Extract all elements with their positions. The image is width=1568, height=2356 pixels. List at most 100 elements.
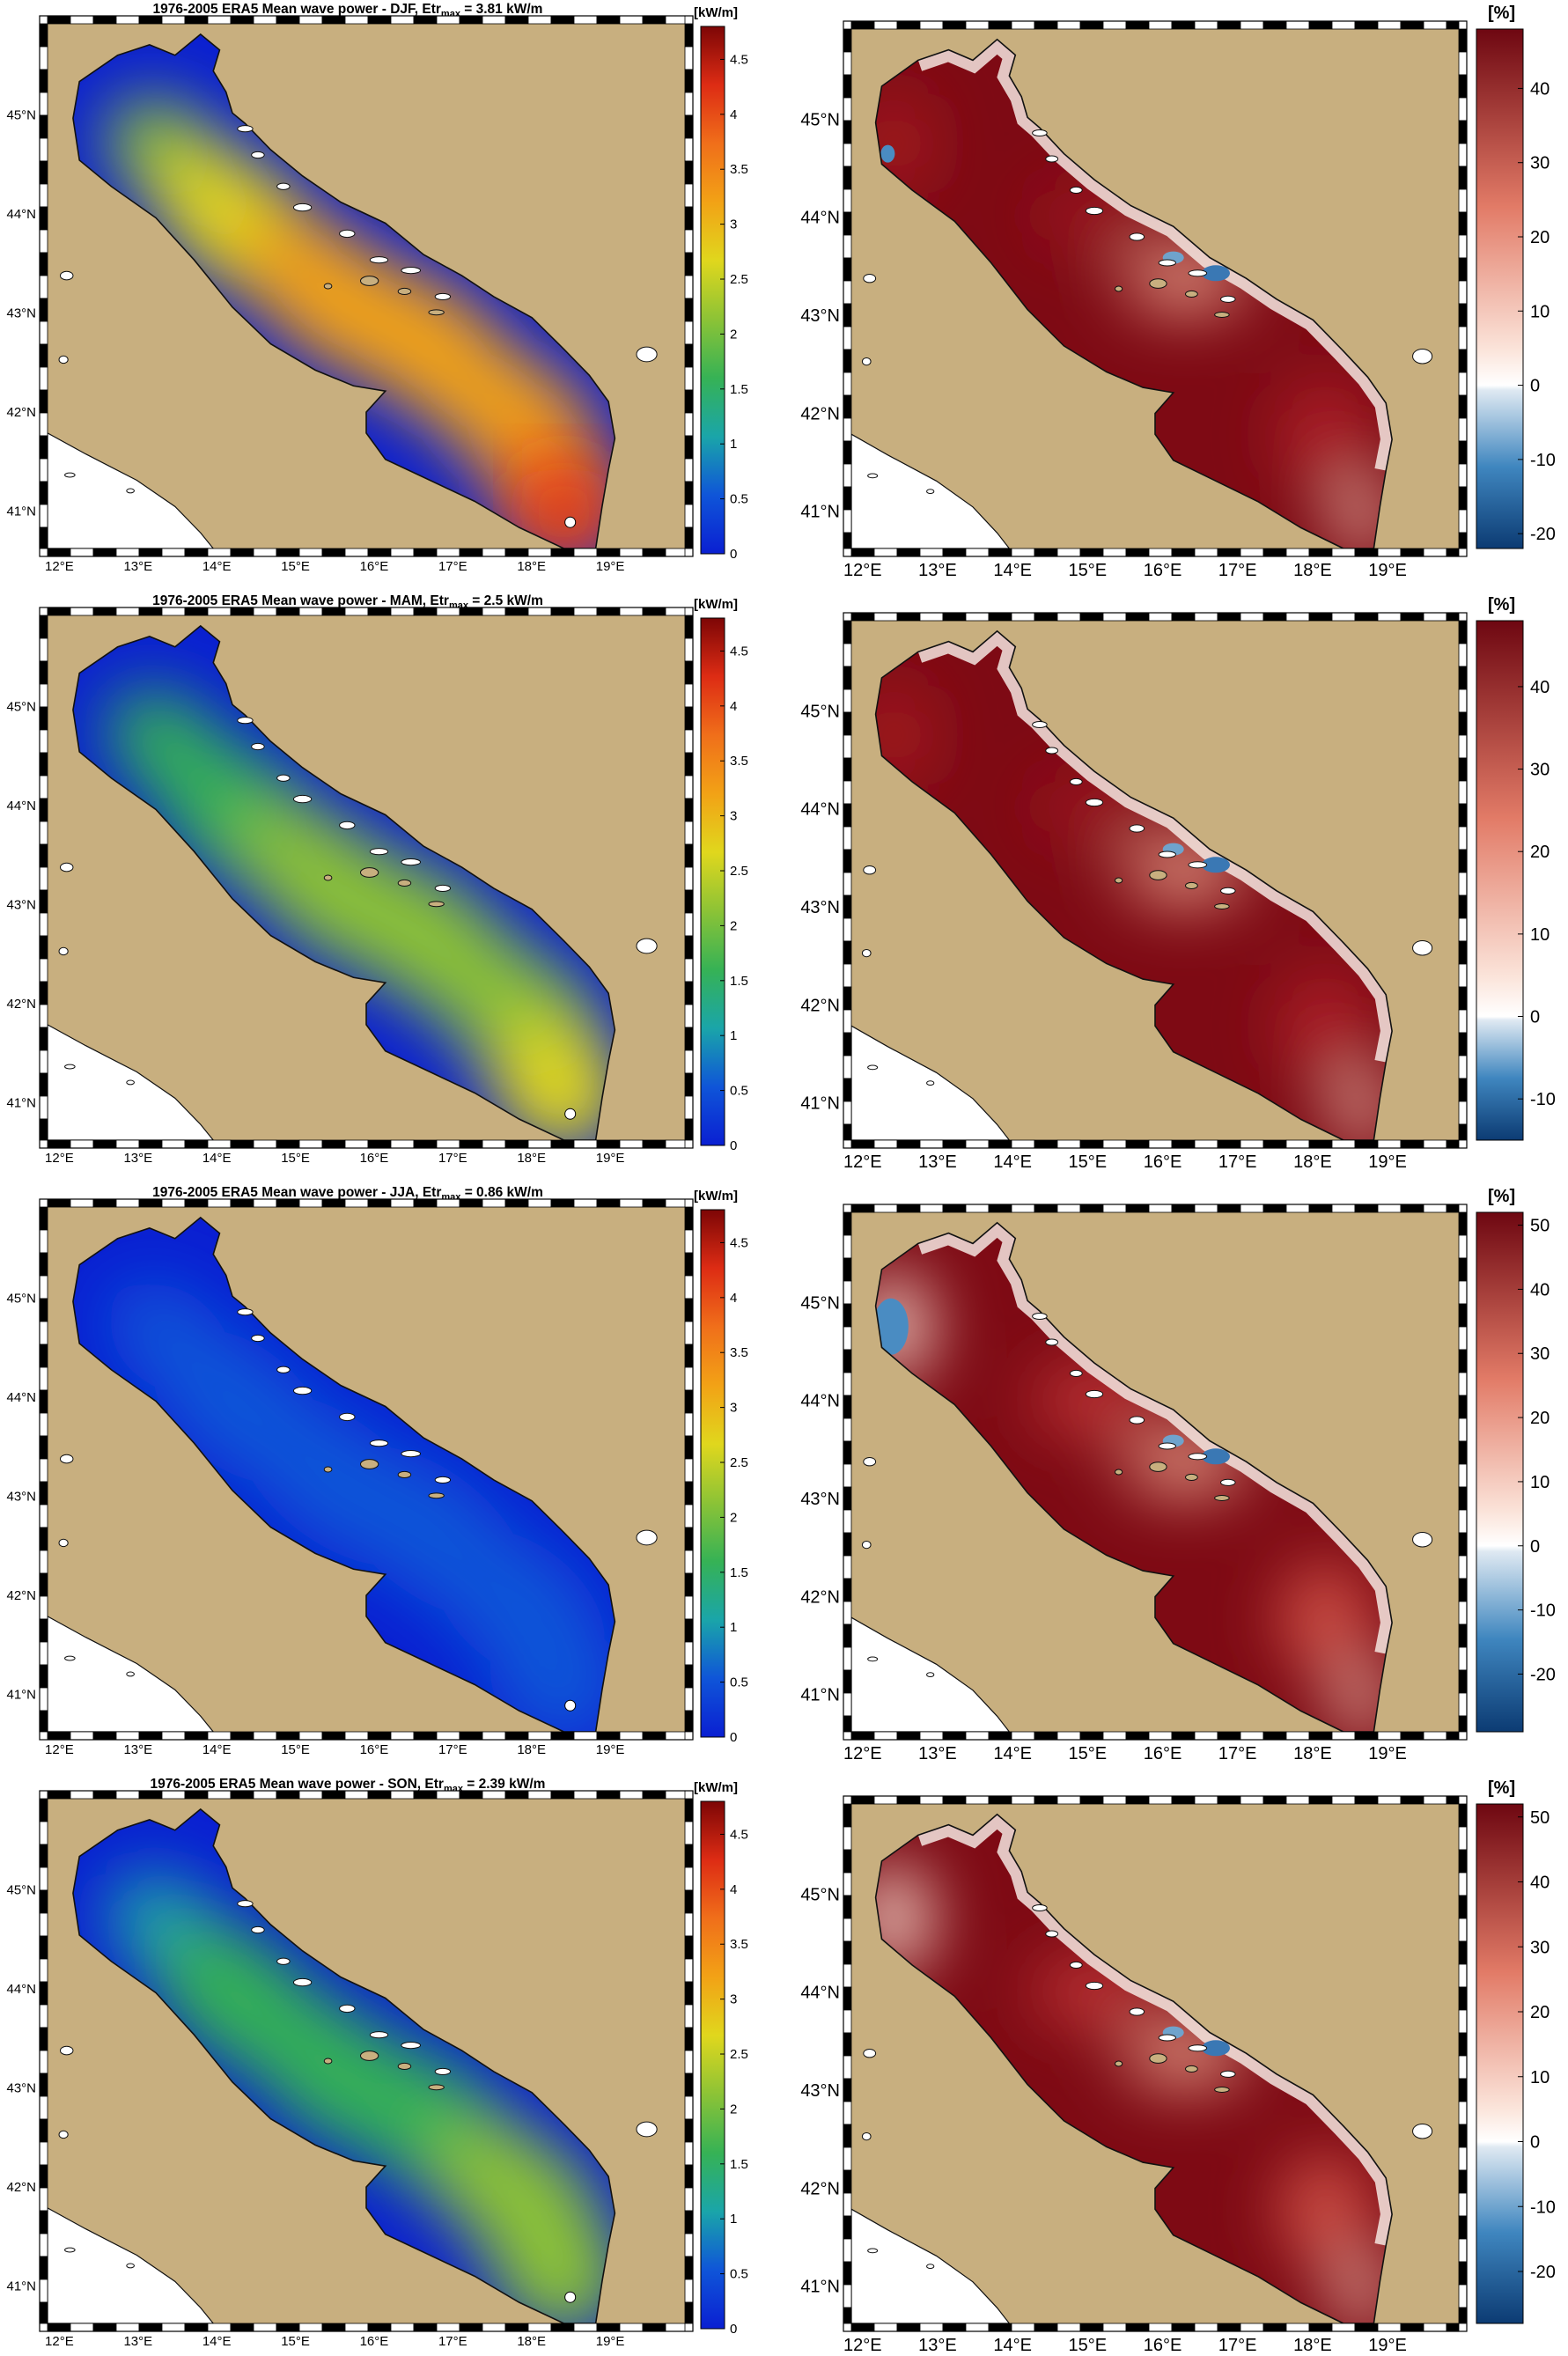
island bbox=[64, 2247, 76, 2253]
lat-tick-label: 44°N bbox=[800, 800, 840, 820]
island bbox=[397, 2062, 412, 2071]
colorbar-tick-label: 1 bbox=[730, 437, 737, 452]
island bbox=[59, 270, 74, 281]
colorbar-tick-label: 3.5 bbox=[730, 1345, 748, 1360]
island bbox=[1214, 312, 1230, 318]
island bbox=[401, 267, 422, 275]
change-colorbar bbox=[1476, 1211, 1524, 1733]
island bbox=[1129, 824, 1145, 833]
colorbar-tick-label: 4 bbox=[730, 699, 737, 714]
island bbox=[863, 273, 877, 283]
coastline bbox=[72, 33, 616, 549]
lat-tick-label: 41°N bbox=[6, 1688, 36, 1703]
island bbox=[126, 1671, 135, 1677]
colorbar-tick-label: 2 bbox=[730, 1510, 737, 1525]
colorbar-tick-label: 20 bbox=[1530, 2003, 1550, 2022]
colorbar-tick-label: 10 bbox=[1530, 925, 1550, 945]
coastline bbox=[874, 1813, 1393, 2324]
colorbar-tick-label: 4 bbox=[730, 1882, 737, 1897]
colorbar-tick-label: 1 bbox=[730, 2212, 737, 2227]
lon-tick-label: 14°E bbox=[202, 2334, 232, 2349]
lon-tick-label: 18°E bbox=[517, 1742, 546, 1757]
change-colorbar bbox=[1476, 1803, 1524, 2324]
map-panels: 12°E 13°E 14°E 15°E 16°E 17°E 18°E 19°E 41°N 42°N… bbox=[6, 1198, 1556, 1763]
colorbar-tick-label: 3 bbox=[730, 1401, 737, 1416]
lon-tick-label: 16°E bbox=[360, 1151, 389, 1166]
island bbox=[64, 472, 76, 478]
lat-tick-label: 42°N bbox=[6, 405, 36, 420]
island bbox=[1149, 870, 1167, 880]
lon-tick-label: 16°E bbox=[360, 559, 389, 574]
island bbox=[1220, 887, 1236, 895]
title-text: 1976-2005 ERA5 Mean wave power - DJF, Et… bbox=[152, 2, 441, 17]
island bbox=[636, 938, 658, 954]
colorbar-tick-label: -10 bbox=[1530, 1090, 1556, 1109]
coastline bbox=[874, 1221, 1393, 1733]
lon-tick-label: 12°E bbox=[45, 1742, 74, 1757]
island bbox=[323, 283, 333, 290]
station-marker bbox=[564, 1108, 577, 1120]
island bbox=[1045, 155, 1059, 163]
island bbox=[251, 742, 265, 751]
island bbox=[1114, 1469, 1123, 1476]
lat-tick-label: 43°N bbox=[800, 1490, 840, 1509]
colorbar-tick-label: 0 bbox=[1530, 377, 1540, 396]
island bbox=[434, 1476, 452, 1484]
power-unit-label: [kW/m] bbox=[694, 1780, 738, 1795]
lat-tick-label: 41°N bbox=[6, 1096, 36, 1111]
island bbox=[401, 858, 422, 866]
island bbox=[1412, 939, 1433, 956]
power-colorbar bbox=[700, 1800, 725, 2330]
lon-tick-label: 15°E bbox=[1069, 561, 1108, 580]
map-frame bbox=[39, 1198, 694, 1741]
colorbar-tick-label: 30 bbox=[1530, 1938, 1550, 1957]
colorbar-tick-label: 0.5 bbox=[730, 1675, 748, 1690]
island bbox=[1069, 1961, 1083, 1969]
colorbar-tick-label: 40 bbox=[1530, 1874, 1550, 1893]
colorbar-tick-label: 40 bbox=[1530, 678, 1550, 697]
lon-tick-label: 19°E bbox=[1368, 1152, 1407, 1172]
colorbar-tick-label: -20 bbox=[1530, 1665, 1556, 1684]
lon-tick-label: 14°E bbox=[202, 1742, 232, 1757]
island bbox=[1129, 2007, 1145, 2016]
lon-tick-label: 12°E bbox=[45, 2334, 74, 2349]
lat-tick-label: 44°N bbox=[800, 1984, 840, 2003]
lon-tick-label: 16°E bbox=[360, 2334, 389, 2349]
island bbox=[64, 1064, 76, 1070]
colorbar-tick-label: 50 bbox=[1530, 1217, 1550, 1236]
lon-tick-label: 18°E bbox=[1293, 561, 1332, 580]
colorbar-tick-label: 10 bbox=[1530, 302, 1550, 321]
island bbox=[1085, 1389, 1104, 1399]
lon-tick-label: 13°E bbox=[918, 1744, 957, 1763]
power-colorbar bbox=[700, 617, 725, 1146]
island bbox=[926, 1080, 935, 1086]
island bbox=[1069, 1369, 1083, 1377]
island bbox=[359, 867, 379, 878]
island bbox=[276, 1366, 291, 1373]
island bbox=[1045, 1338, 1059, 1346]
island bbox=[292, 1386, 313, 1395]
colorbar-tick-label: 0.5 bbox=[730, 2267, 748, 2282]
title-value: = 2.5 kW/m bbox=[468, 593, 543, 608]
title-value: = 2.39 kW/m bbox=[462, 1777, 546, 1792]
lat-tick-label: 45°N bbox=[800, 1293, 840, 1313]
island bbox=[359, 276, 379, 286]
island bbox=[1220, 2070, 1236, 2078]
island bbox=[434, 884, 452, 892]
map-frame bbox=[843, 1204, 1468, 1741]
lon-tick-label: 12°E bbox=[45, 1151, 74, 1166]
lon-tick-label: 14°E bbox=[993, 561, 1032, 580]
lon-tick-label: 14°E bbox=[993, 1744, 1032, 1763]
island bbox=[126, 1079, 135, 1086]
coastline bbox=[72, 1216, 616, 1733]
island bbox=[292, 1977, 313, 1987]
island bbox=[434, 2067, 452, 2075]
island bbox=[323, 2058, 333, 2065]
lon-tick-label: 12°E bbox=[843, 1744, 882, 1763]
lon-tick-label: 18°E bbox=[1293, 1744, 1332, 1763]
island bbox=[323, 874, 333, 881]
lon-tick-label: 16°E bbox=[1144, 1152, 1182, 1172]
island bbox=[237, 125, 254, 133]
colorbar-tick-label: 4 bbox=[730, 107, 737, 122]
island bbox=[276, 1957, 291, 1965]
